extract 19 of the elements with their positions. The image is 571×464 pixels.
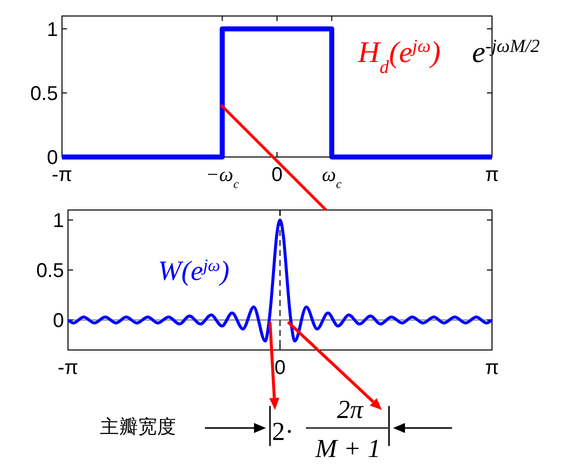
text: M + 1: [314, 434, 381, 463]
x-tick-label: ω$_{c}$: [322, 164, 342, 191]
x-tick-label: -π: [58, 357, 78, 379]
x-tick-label: 0: [271, 164, 283, 186]
x-tick-label: 0: [274, 357, 286, 379]
line-series: [66, 218, 494, 342]
y-tick-label: 1: [46, 18, 58, 41]
x-tick-label: π: [485, 357, 499, 379]
text: 主瓣宽度: [100, 416, 176, 438]
annotation: H$_{d}$(e$^{jω}$): [357, 36, 441, 78]
y-tick-label: 0.5: [36, 260, 64, 282]
y-tick-label: 0: [52, 310, 64, 332]
x-tick-label: −ω$_{c}$: [206, 164, 240, 191]
text: 2π: [336, 395, 364, 424]
y-tick-label: 0.5: [30, 82, 58, 105]
x-tick-label: π: [485, 164, 499, 186]
text: 2·: [272, 417, 294, 446]
annotation: W(e$^{jω}$): [158, 256, 230, 287]
y-tick-label: 1: [52, 210, 64, 232]
